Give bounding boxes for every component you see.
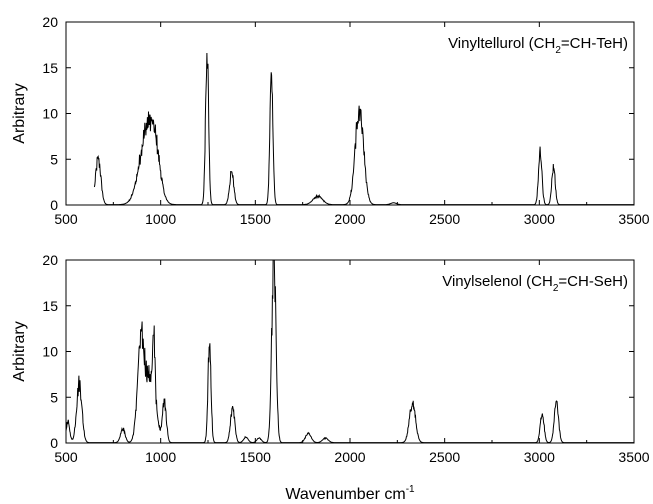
x-tick-label: 3000 [524, 449, 555, 465]
y-tick-label: 5 [50, 389, 58, 405]
spectrum-line [94, 53, 634, 205]
x-tick-label: 3500 [618, 211, 649, 227]
x-tick-label: 2500 [429, 449, 460, 465]
y-tick-label: 10 [42, 106, 58, 122]
y-axis-title: Arbitrary [11, 321, 28, 381]
x-axis-title-text: Wavenumber cm [285, 486, 405, 503]
x-tick-label: 1000 [145, 211, 176, 227]
panel-title: Vinyltellurol (CH2=CH-TeH) [448, 35, 628, 56]
panel-title-text-end: =CH-SeH) [558, 273, 628, 290]
y-tick-label: 15 [42, 60, 58, 76]
x-tick-label: 1500 [240, 449, 271, 465]
x-tick-label: 1000 [145, 449, 176, 465]
x-tick-label: 500 [54, 449, 78, 465]
x-tick-label: 1500 [240, 211, 271, 227]
y-tick-label: 20 [42, 14, 58, 30]
panel-title-text-end: =CH-TeH) [561, 35, 628, 52]
panel-title: Vinylselenol (CH2=CH-SeH) [442, 273, 628, 294]
panel-title-text: Vinyltellurol (CH [448, 35, 555, 52]
panel-bottom-vinylselenol: 500 1000 1500 2000 2500 3000 3500 0 5 10 15 20 Arbit… [11, 252, 650, 465]
x-tick-label: 2000 [334, 449, 365, 465]
x-tick-label: 3500 [618, 449, 649, 465]
x-tick-label: 3000 [524, 211, 555, 227]
y-tick-label: 10 [42, 344, 58, 360]
y-tick-label: 5 [50, 151, 58, 167]
y-axis-title: Arbitrary [11, 83, 28, 143]
panel-title-text: Vinylselenol (CH [442, 273, 553, 290]
y-tick-label: 0 [50, 197, 58, 213]
panel-top-vinyltellurol: 500 1000 1500 2000 2500 3000 3500 0 5 10 15 20 Arbit… [11, 14, 650, 227]
x-tick-label: 2500 [429, 211, 460, 227]
y-tick-label: 15 [42, 298, 58, 314]
x-tick-label: 500 [54, 211, 78, 227]
x-axis-title-superscript: -1 [406, 484, 415, 495]
x-axis-title: Wavenumber cm-1 [285, 484, 415, 503]
y-tick-label: 20 [42, 252, 58, 268]
y-tick-label: 0 [50, 435, 58, 451]
x-tick-label: 2000 [334, 211, 365, 227]
